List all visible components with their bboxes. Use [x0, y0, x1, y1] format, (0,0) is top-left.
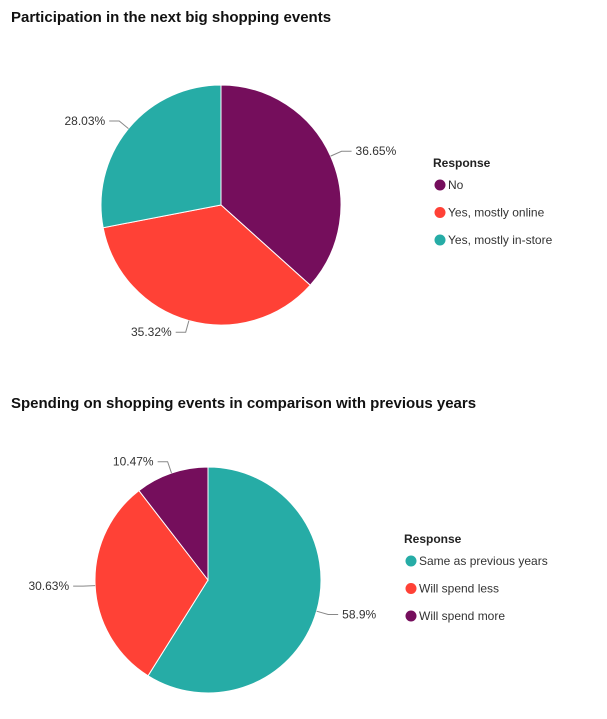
slice-value-label: 30.63%: [28, 579, 69, 593]
legend-label-no: No: [448, 178, 464, 192]
legend-label-same-as-previous-years: Same as previous years: [419, 554, 548, 568]
legend-swatch-yes-mostly-in-store: [434, 234, 446, 246]
legend-title: Response: [404, 532, 462, 546]
slice-value-label: 28.03%: [65, 114, 106, 128]
legend-label-yes-mostly-in-store: Yes, mostly in-store: [448, 233, 553, 247]
pie-chart-2: 58.9% 30.63% 10.47% Response Same as previou…: [28, 455, 548, 694]
pie-chart-1: 36.65% 35.32% 28.03% Response No Yes, mostly …: [65, 84, 553, 339]
label-leader-line: [157, 461, 172, 474]
chart-title-participation: Participation in the next big shopping e…: [11, 9, 332, 26]
pie-slice-same-as-previous-years: [147, 466, 322, 694]
pie-slice-yes-mostly-online: [102, 204, 311, 326]
label-leader-line: [73, 585, 96, 587]
legend-swatch-yes-mostly-online: [434, 207, 446, 218]
label-leader-line: [109, 120, 129, 129]
pie-slice-yes-mostly-in-store: [100, 84, 222, 229]
label-leader-line: [330, 150, 352, 157]
legend-title: Response: [433, 156, 491, 170]
pie-slice-no: [220, 84, 342, 286]
legend-swatch-will-spend-more: [405, 610, 417, 622]
slice-value-label: 36.65%: [356, 144, 397, 158]
slice-value-label: 58.9%: [342, 607, 376, 621]
legend-swatch-will-spend-less: [405, 583, 417, 594]
legend-label-will-spend-more: Will spend more: [419, 609, 505, 623]
slice-value-label: 35.32%: [131, 325, 172, 339]
label-leader-line: [175, 320, 190, 333]
chart-title-spending: Spending on shopping events in compariso…: [11, 395, 477, 412]
legend-swatch-same-as-previous-years: [405, 555, 417, 567]
slice-value-label: 10.47%: [113, 455, 154, 469]
label-leader-line: [316, 610, 339, 615]
legend-label-will-spend-less: Will spend less: [419, 582, 499, 596]
pie-slice-will-spend-less: [94, 489, 209, 677]
legend-label-yes-mostly-online: Yes, mostly online: [448, 206, 545, 220]
legend-swatch-no: [434, 179, 446, 191]
pie-slice-will-spend-more: [138, 466, 209, 582]
